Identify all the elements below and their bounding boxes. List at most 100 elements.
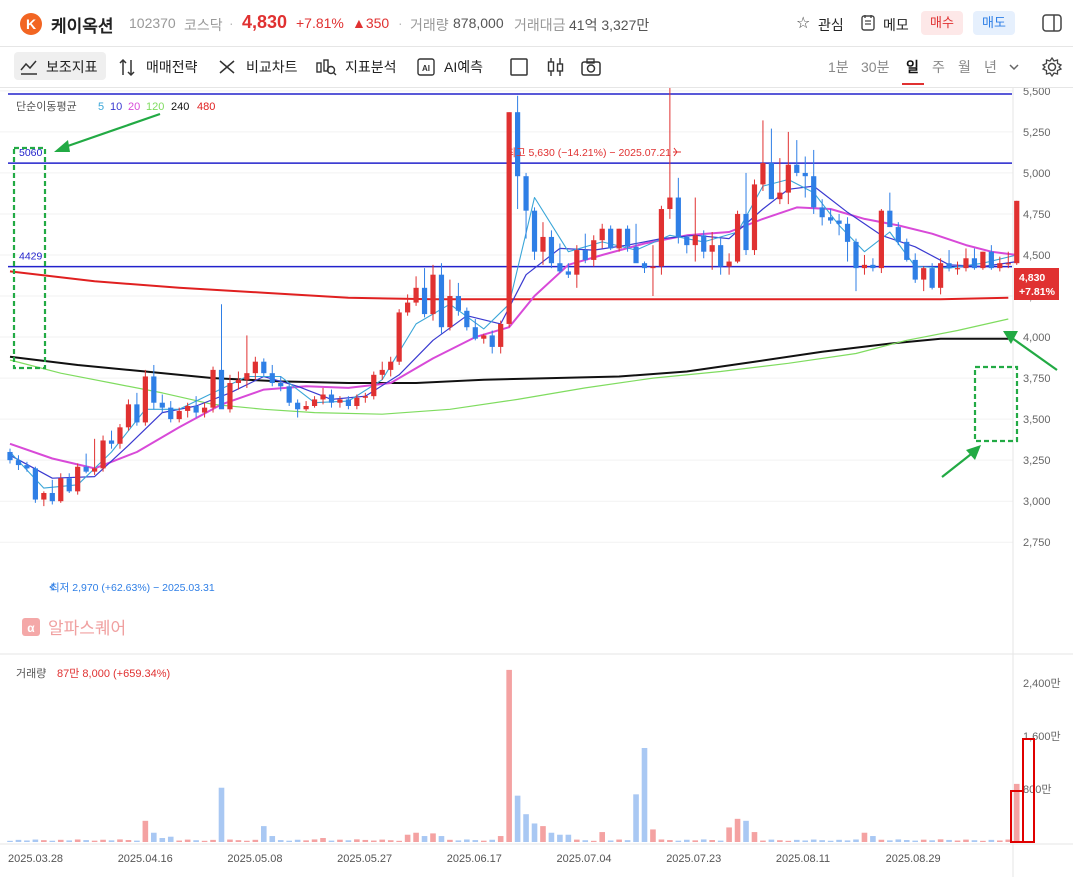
analysis-button[interactable]: 지표분석 xyxy=(345,59,397,75)
candle-body xyxy=(523,176,529,211)
sell-button[interactable]: 매도 xyxy=(973,11,1015,35)
panel-toggle-icon[interactable] xyxy=(1042,14,1062,32)
candle-body xyxy=(185,405,191,411)
candle-body xyxy=(853,241,859,269)
candle-body xyxy=(734,213,741,262)
ma-line-ma120 xyxy=(9,318,1009,415)
volume-bar xyxy=(590,840,597,842)
x-tick-label: 2025.07.23 xyxy=(666,853,721,865)
memo-button[interactable]: 메모 xyxy=(883,17,909,33)
volume-bar xyxy=(311,839,318,842)
candle-body xyxy=(591,240,597,260)
volume-bar xyxy=(108,840,115,842)
candle-body xyxy=(261,361,267,374)
volume-bar xyxy=(793,839,800,842)
gear-icon[interactable] xyxy=(1041,56,1063,78)
y-tick-label: 3,250 xyxy=(1023,455,1051,467)
memo-icon[interactable] xyxy=(861,14,875,31)
volume-bar xyxy=(523,814,529,842)
volume-bar xyxy=(489,839,496,842)
separator-dot-2: · xyxy=(398,15,403,31)
drawing-box-icon[interactable] xyxy=(509,57,529,77)
change-percent: +7.81% xyxy=(296,15,344,31)
period-day[interactable]: 일 xyxy=(906,59,919,75)
volume-value: 878,000 xyxy=(453,15,504,31)
camera-icon[interactable] xyxy=(580,57,602,77)
annotation-arrow-right xyxy=(1011,337,1058,371)
volume-bar xyxy=(83,840,89,842)
period-month[interactable]: 월 xyxy=(958,59,971,75)
indicator-button[interactable]: 보조지표 xyxy=(46,59,98,75)
volume-bar xyxy=(920,839,927,842)
volume-bars xyxy=(7,669,1020,842)
y-tick-label: 2,750 xyxy=(1023,537,1051,549)
ai-predict-button[interactable]: AI예측 xyxy=(444,59,483,75)
x-tick-label: 2025.08.29 xyxy=(886,853,941,865)
candle-body xyxy=(83,466,89,472)
period-1min[interactable]: 1분 xyxy=(828,59,849,75)
price-chart[interactable]: 단순이동평균 5 10 20 120 240 480 548150604429 … xyxy=(0,88,1073,877)
candle-body xyxy=(616,228,622,249)
candle-type-icon[interactable] xyxy=(546,56,566,78)
candle-body xyxy=(768,163,774,200)
volume-bar xyxy=(438,836,445,842)
candle-body xyxy=(582,250,588,260)
y-tick-label: 5,500 xyxy=(1023,88,1051,98)
volume-bar xyxy=(878,839,885,842)
candle-body xyxy=(413,287,419,303)
volume-bar xyxy=(464,839,470,842)
candle-body xyxy=(548,236,555,264)
analysis-icon[interactable] xyxy=(315,57,337,77)
volume-bar xyxy=(49,840,56,842)
candle-body xyxy=(650,266,656,269)
watch-button[interactable]: 관심 xyxy=(818,17,844,33)
volume-tick-label: 1,600만 xyxy=(1023,730,1061,743)
buy-button[interactable]: 매수 xyxy=(921,11,963,35)
indicator-icon[interactable] xyxy=(19,58,39,76)
strategy-button[interactable]: 매매전략 xyxy=(146,59,198,75)
volume-bar xyxy=(24,840,30,842)
volume-bar xyxy=(66,840,73,842)
stock-logo: K xyxy=(20,13,42,35)
stock-code: 102370 xyxy=(129,15,176,31)
candle-body xyxy=(66,478,72,492)
volume-bar xyxy=(574,839,580,842)
candle-body xyxy=(24,465,30,469)
star-icon[interactable]: ☆ xyxy=(796,15,811,32)
candle-body xyxy=(15,460,22,466)
volume-bar xyxy=(726,827,732,842)
period-30min[interactable]: 30분 xyxy=(861,59,890,75)
candle-body xyxy=(210,369,216,408)
volume-bar xyxy=(641,747,648,842)
period-year[interactable]: 년 xyxy=(984,59,997,75)
chevron-down-icon[interactable] xyxy=(1008,61,1020,73)
ai-chip-icon[interactable]: AI xyxy=(415,56,437,78)
volume-bar xyxy=(633,794,639,842)
strategy-icon[interactable] xyxy=(118,57,138,77)
compare-icon[interactable] xyxy=(218,58,238,76)
volume-bar xyxy=(1005,839,1012,842)
candle-body xyxy=(658,209,665,267)
indicator-button-bg xyxy=(14,52,106,80)
candle-body xyxy=(811,176,817,208)
candle-body xyxy=(227,383,233,410)
volume-bar xyxy=(844,840,851,842)
y-tick-label: 4,000 xyxy=(1023,332,1051,344)
volume-bar xyxy=(667,840,673,842)
y-tick-label: 5,000 xyxy=(1023,168,1051,180)
volume-bar xyxy=(286,840,292,842)
candle-body xyxy=(481,335,487,339)
compare-button[interactable]: 비교차트 xyxy=(246,59,298,75)
volume-bar xyxy=(912,840,919,842)
volume-bar xyxy=(853,839,859,842)
x-tick-label: 2025.04.16 xyxy=(118,853,173,865)
ma-line-ma480 xyxy=(9,270,1009,301)
volume-bar xyxy=(997,840,1003,842)
watermark-text: 알파스퀘어 xyxy=(48,619,126,638)
x-tick-label: 2025.05.27 xyxy=(337,853,392,865)
candle-body xyxy=(938,263,944,288)
candle-body xyxy=(599,228,605,241)
period-week[interactable]: 주 xyxy=(932,59,945,75)
candle-body xyxy=(557,263,563,272)
candle-body xyxy=(692,235,698,246)
